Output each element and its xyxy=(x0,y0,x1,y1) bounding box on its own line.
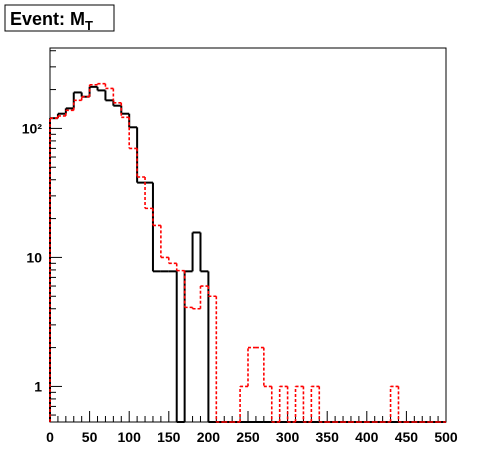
x-tick-label: 350 xyxy=(316,429,340,445)
x-tick-label: 200 xyxy=(197,429,221,445)
x-tick-label: 150 xyxy=(157,429,181,445)
x-tick-label: 250 xyxy=(236,429,260,445)
title-box xyxy=(4,4,115,32)
y-tick-label: 1 xyxy=(34,378,42,394)
x-tick-label: 50 xyxy=(82,429,98,445)
chart-title: Event: MT xyxy=(10,9,93,33)
x-tick-label: 450 xyxy=(395,429,419,445)
x-tick-label: 400 xyxy=(355,429,379,445)
title-text: Event: M xyxy=(10,9,85,29)
y-tick-label: 10² xyxy=(22,120,43,136)
x-tick-label: 300 xyxy=(276,429,300,445)
y-tick-label: 10 xyxy=(26,249,42,265)
x-tick-label: 0 xyxy=(46,429,54,445)
x-tick-label: 500 xyxy=(434,429,458,445)
title-subscript: T xyxy=(85,18,93,33)
x-tick-label: 100 xyxy=(118,429,142,445)
